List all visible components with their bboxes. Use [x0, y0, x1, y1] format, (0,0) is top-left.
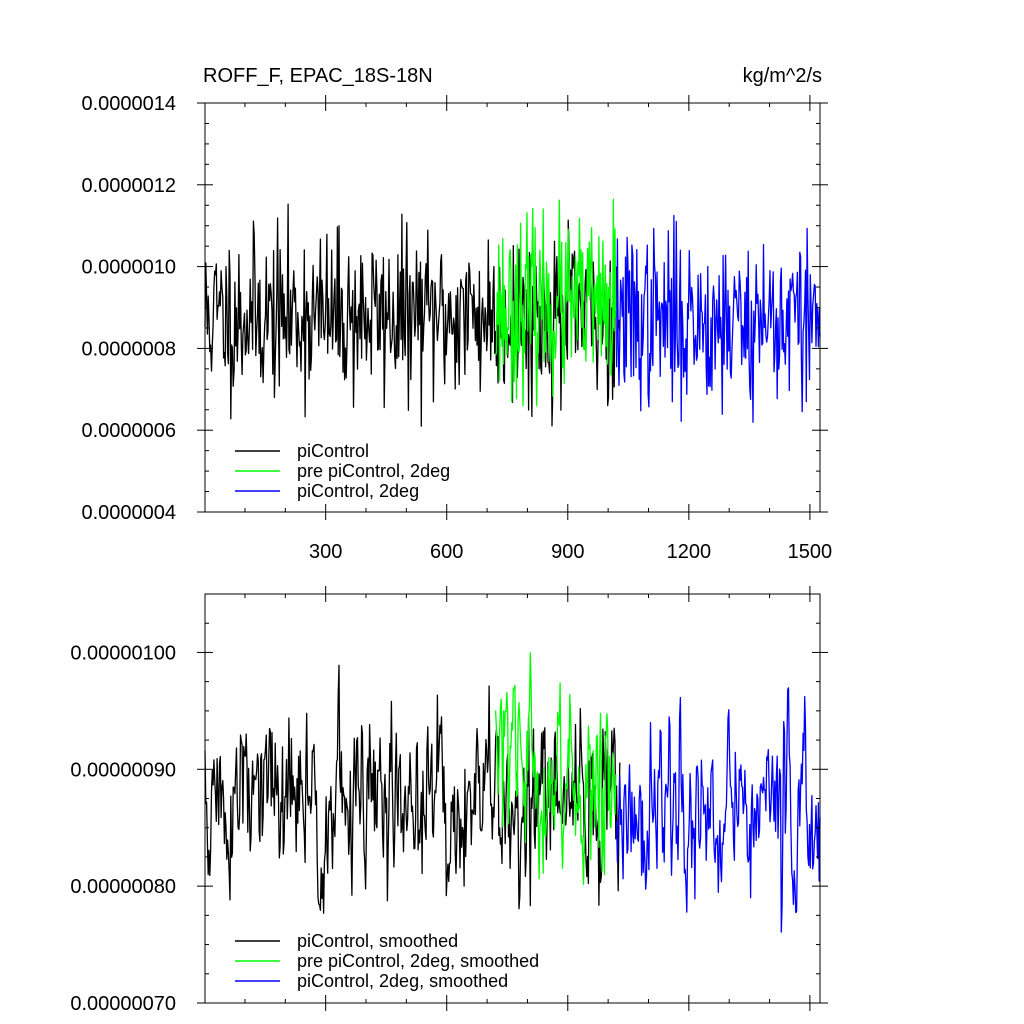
series-line-2 — [615, 687, 821, 933]
bottom-panel: 0.00000070 0.00000080 0.00000090 0.00000100… — [70, 586, 828, 1015]
series-line-2 — [615, 214, 821, 423]
bottom-plot-frame — [204, 593, 821, 1004]
x-tick-label-2: 900 — [551, 541, 584, 563]
legend-label-1: pre piControl, 2deg, smoothed — [297, 951, 539, 971]
y-tick-label-5: 0.0000014 — [81, 93, 176, 115]
y-tick-label-1: 0.0000006 — [81, 420, 176, 442]
top-plot-frame — [204, 102, 821, 513]
y-tick-label-2: 0.00000090 — [70, 759, 176, 781]
x-tick-label-3: 1200 — [667, 541, 712, 563]
top-y-tick-labels: 0.0000004 0.0000006 0.0000008 0.0000010 0.00… — [81, 93, 176, 524]
series-line-1 — [494, 198, 617, 407]
bottom-series-lines — [204, 652, 821, 933]
top-series-lines — [204, 198, 821, 427]
y-tick-label-0: 0.0000004 — [81, 502, 176, 524]
y-tick-label-4: 0.0000012 — [81, 175, 176, 197]
top-x-tick-labels: 300 600 900 1200 1500 — [309, 541, 832, 563]
y-tick-label-2: 0.0000008 — [81, 338, 176, 360]
top-panel: ROFF_F, EPAC_18S-18N kg/m^2/s 0.00000040… — [81, 65, 832, 563]
top-axis-ticks — [197, 95, 828, 520]
x-tick-label-1: 600 — [430, 541, 463, 563]
y-tick-label-0: 0.00000070 — [70, 993, 176, 1015]
units-label: kg/m^2/s — [743, 65, 822, 87]
legend-label-2: piControl, 2deg, smoothed — [297, 971, 508, 991]
y-tick-label-1: 0.00000080 — [70, 876, 176, 898]
series-line-0 — [204, 203, 621, 427]
series-line-1 — [494, 652, 617, 886]
legend-label-0: piControl — [297, 441, 369, 461]
y-tick-label-3: 0.0000010 — [81, 257, 176, 279]
legend-label-0: piControl, smoothed — [297, 931, 458, 951]
legend-label-2: piControl, 2deg — [297, 481, 419, 501]
y-tick-label-3: 0.00000100 — [70, 642, 176, 664]
chart-title: ROFF_F, EPAC_18S-18N — [203, 65, 433, 87]
series-line-0 — [204, 664, 621, 914]
x-tick-label-0: 300 — [309, 541, 342, 563]
x-tick-label-4: 1500 — [788, 541, 833, 563]
bottom-y-tick-labels: 0.00000070 0.00000080 0.00000090 0.00000100 — [70, 642, 176, 1015]
legend-label-1: pre piControl, 2deg — [297, 461, 450, 481]
